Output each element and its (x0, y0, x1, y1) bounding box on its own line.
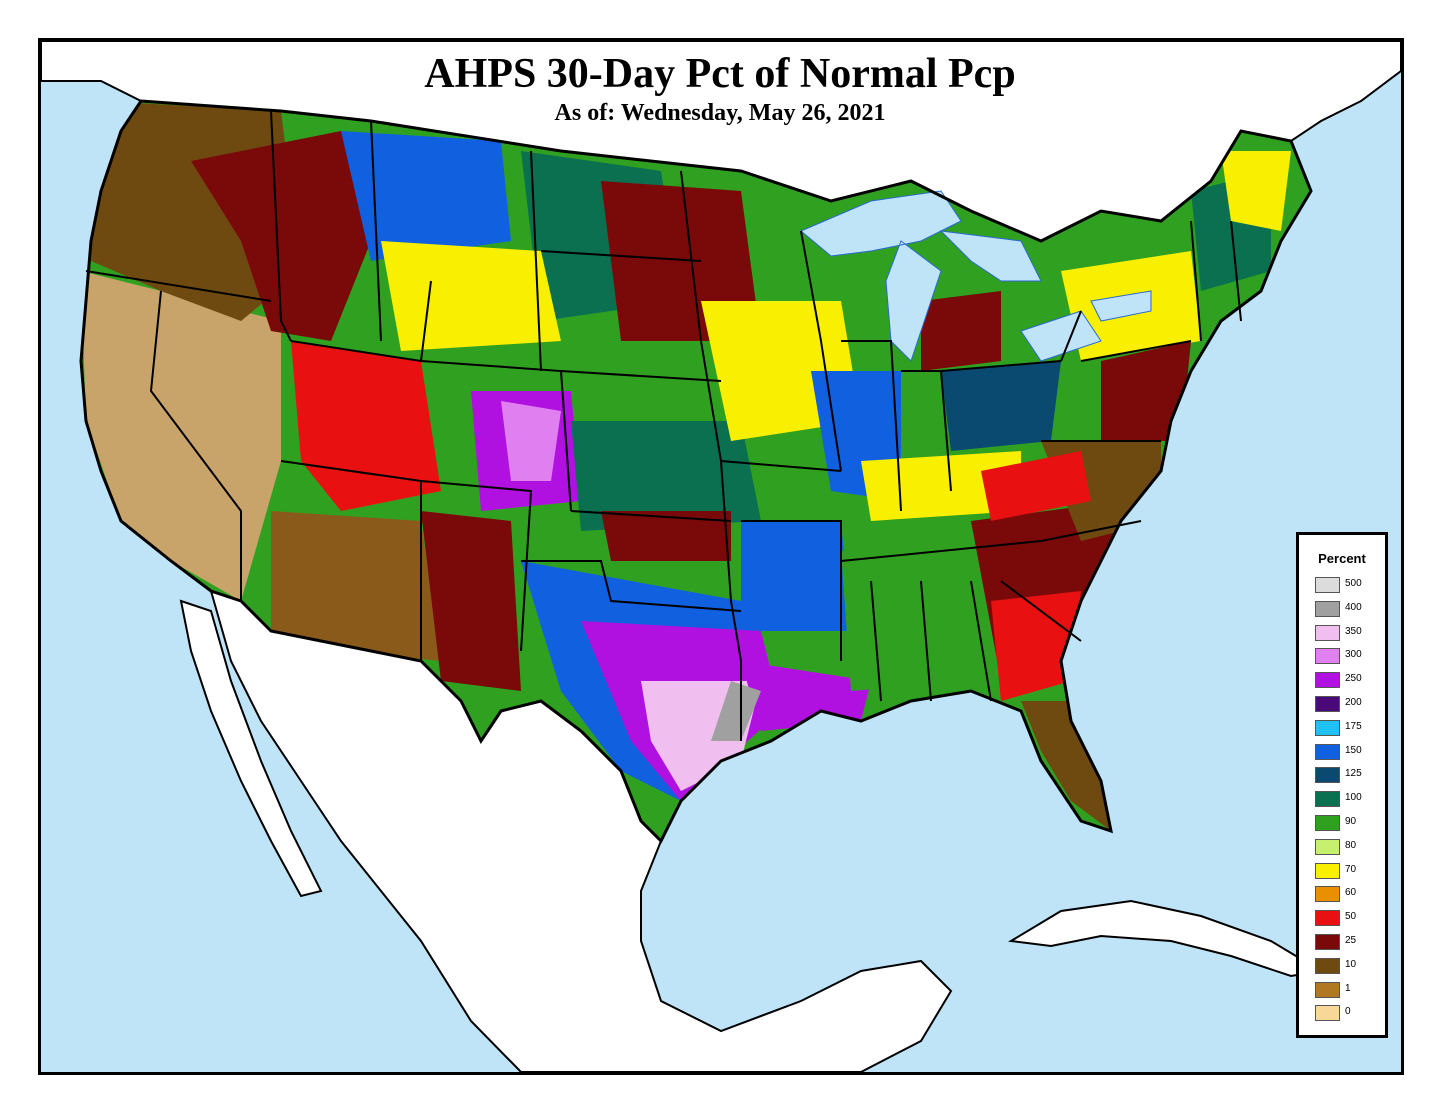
legend-item: 10 (1315, 956, 1383, 976)
region-louisiana-gray (711, 681, 761, 741)
legend-item: 150 (1315, 742, 1383, 762)
legend-label: 150 (1345, 744, 1362, 756)
region-appalachia-red (981, 451, 1091, 521)
precipitation-map (41, 41, 1401, 1072)
legend-label: 350 (1345, 625, 1362, 637)
legend-swatch (1315, 696, 1340, 712)
region-yellow-band1 (381, 241, 561, 351)
legend-swatch (1315, 981, 1340, 998)
legend-swatch (1315, 648, 1340, 665)
region-sw-brown (271, 511, 441, 661)
legend-item: 80 (1315, 837, 1383, 857)
region-missouri-blue (741, 521, 851, 631)
legend-label: 250 (1345, 673, 1362, 685)
legend-label: 25 (1345, 935, 1357, 946)
legend-item: 100 (1315, 789, 1383, 809)
legend-item: 250 (1315, 670, 1383, 690)
legend: Percent 500 400 350 300 250 200 175 150 125 100 90… (1296, 532, 1388, 1038)
legend-label: 100 (1345, 792, 1362, 804)
legend-swatch (1315, 791, 1340, 808)
legend-item: 1 (1315, 980, 1383, 1000)
baja-peninsula (179, 599, 323, 898)
legend-label: 10 (1345, 958, 1357, 970)
legend-item: 50 (1315, 908, 1383, 928)
legend-swatch (1315, 862, 1340, 879)
region-nw-red (191, 131, 371, 341)
region-sw-red (421, 511, 521, 691)
region-kansas-green (571, 421, 761, 531)
legend-swatch (1315, 957, 1340, 974)
region-michigan-red (921, 291, 1001, 371)
region-southeast-green (841, 541, 971, 691)
legend-item: 0 (1315, 1003, 1383, 1023)
legend-swatch (1315, 886, 1340, 903)
legend-label: 175 (1345, 720, 1362, 732)
region-west-very-dry (81, 271, 281, 601)
legend-item: 200 (1315, 694, 1383, 714)
region-georgia-red (991, 591, 1081, 701)
legend-label: 300 (1345, 649, 1362, 661)
legend-item: 300 (1315, 646, 1383, 666)
legend-swatch (1315, 743, 1340, 760)
legend-swatch (1315, 767, 1340, 784)
legend-item: 175 (1315, 718, 1383, 738)
legend-item: 350 (1315, 623, 1383, 643)
region-ohio-blue (941, 361, 1061, 451)
state-borders (85, 110, 1242, 741)
region-colorado-pink (501, 401, 561, 481)
legend-swatch (1315, 1005, 1340, 1022)
legend-label: 1 (1345, 982, 1351, 994)
map-title: AHPS 30-Day Pct of Normal Pcp (424, 51, 1016, 97)
legend-swatch (1315, 815, 1340, 831)
region-florida-brown (1021, 701, 1111, 831)
legend-swatch (1315, 934, 1340, 950)
legend-swatch (1315, 910, 1340, 927)
legend-label: 400 (1345, 601, 1362, 613)
great-lakes (800, 190, 1152, 362)
map-frame (38, 38, 1404, 1075)
legend-label: 60 (1345, 887, 1357, 899)
legend-swatch (1315, 838, 1340, 855)
legend-item: 70 (1315, 861, 1383, 881)
map-subtitle: As of: Wednesday, May 26, 2021 (554, 100, 886, 126)
legend-item: 125 (1315, 765, 1383, 785)
legend-label: 50 (1345, 911, 1357, 923)
legend-swatch (1315, 672, 1340, 689)
legend-swatch (1315, 719, 1340, 736)
legend-label: 500 (1345, 578, 1362, 589)
region-oklahoma-red (601, 511, 731, 561)
legend-item: 500 (1315, 575, 1383, 595)
legend-swatch (1315, 577, 1340, 593)
legend-title: Percent (1318, 551, 1366, 566)
legend-label: 80 (1345, 839, 1357, 851)
legend-item: 60 (1315, 884, 1383, 904)
legend-label: 90 (1345, 816, 1357, 827)
legend-item: 90 (1315, 813, 1383, 833)
legend-item: 400 (1315, 599, 1383, 619)
legend-label: 0 (1345, 1006, 1351, 1018)
legend-swatch (1315, 600, 1340, 617)
legend-label: 125 (1345, 768, 1362, 780)
region-louisiana-purple (741, 661, 871, 731)
cuba-island (1008, 899, 1324, 978)
legend-item: 25 (1315, 932, 1383, 952)
us-outline (79, 99, 1313, 844)
legend-label: 200 (1345, 697, 1362, 708)
legend-label: 70 (1345, 863, 1357, 875)
region-midatlantic-red (1101, 341, 1191, 441)
region-maine-yellow (1221, 151, 1291, 231)
region-montana-blue (341, 131, 511, 261)
legend-swatch (1315, 624, 1340, 641)
